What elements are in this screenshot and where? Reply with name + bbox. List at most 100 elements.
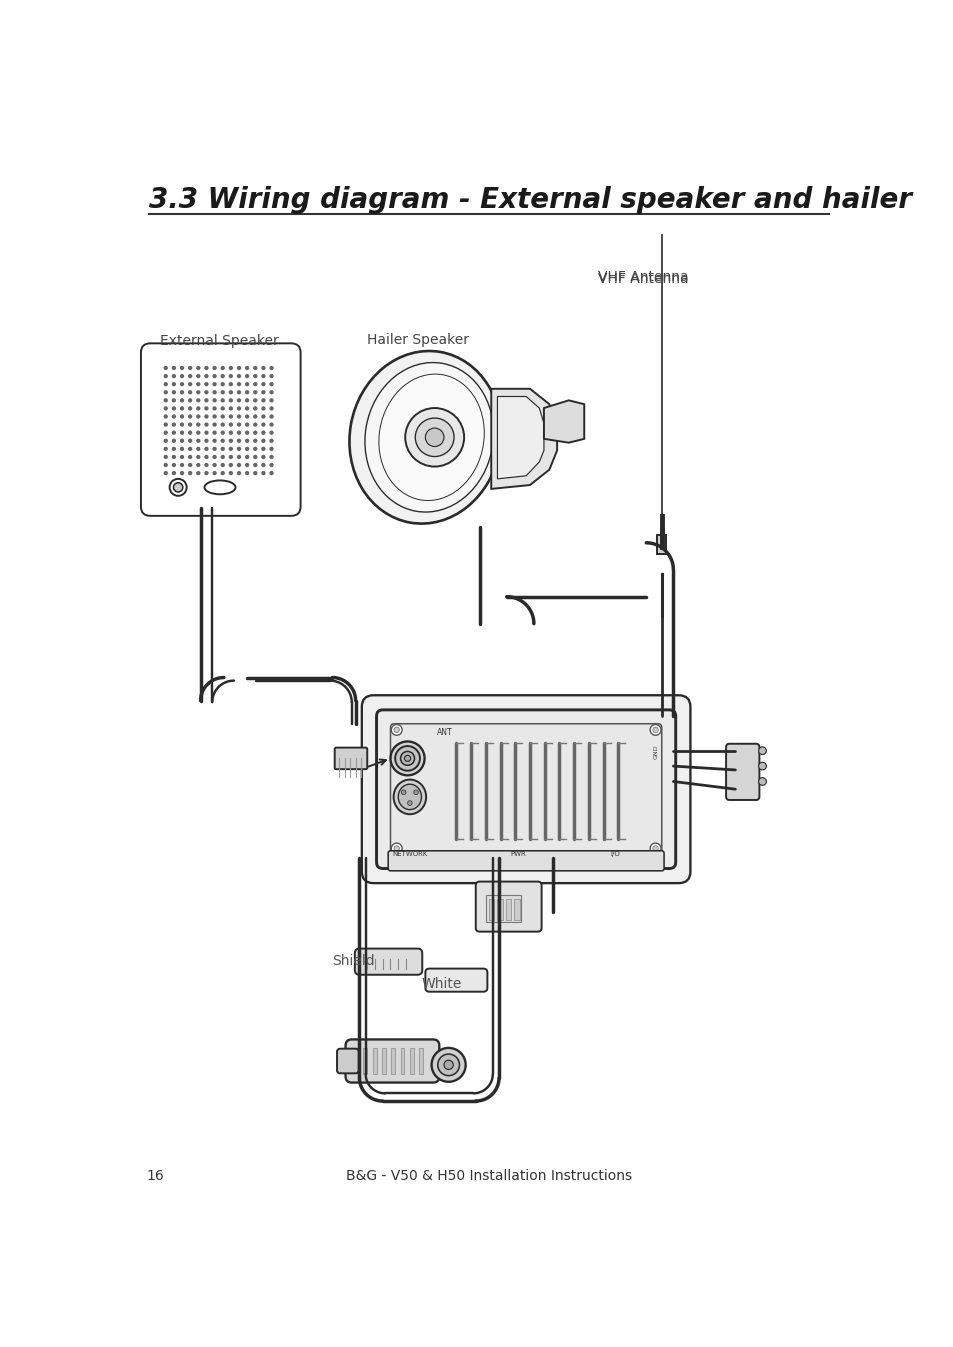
Circle shape (196, 471, 200, 475)
Circle shape (196, 431, 200, 435)
Circle shape (188, 383, 193, 387)
Circle shape (245, 455, 249, 459)
Circle shape (401, 789, 406, 795)
Circle shape (245, 374, 249, 379)
Circle shape (245, 423, 249, 427)
FancyBboxPatch shape (361, 695, 690, 884)
Circle shape (204, 463, 209, 467)
Circle shape (431, 1048, 465, 1082)
Text: B&G - V50 & H50 Installation Instructions: B&G - V50 & H50 Installation Instruction… (346, 1169, 631, 1183)
Text: 3.3 Wiring diagram - External speaker and hailer: 3.3 Wiring diagram - External speaker an… (149, 186, 911, 214)
Circle shape (269, 415, 274, 419)
Circle shape (649, 725, 660, 735)
Circle shape (253, 383, 257, 387)
Bar (488, 898, 494, 920)
Text: White: White (421, 977, 461, 991)
Circle shape (188, 366, 193, 370)
Circle shape (196, 407, 200, 411)
Circle shape (229, 383, 233, 387)
FancyBboxPatch shape (376, 710, 675, 869)
Circle shape (180, 455, 184, 459)
Circle shape (758, 777, 765, 785)
Circle shape (196, 423, 200, 427)
Circle shape (220, 391, 225, 395)
Circle shape (245, 399, 249, 403)
Circle shape (188, 407, 193, 411)
Circle shape (172, 391, 176, 395)
Circle shape (204, 447, 209, 451)
Polygon shape (543, 400, 583, 443)
Circle shape (394, 846, 399, 851)
Circle shape (261, 423, 265, 427)
Circle shape (269, 383, 274, 387)
Circle shape (196, 439, 200, 443)
Circle shape (229, 447, 233, 451)
Bar (657, 535, 666, 555)
Circle shape (245, 407, 249, 411)
Circle shape (269, 407, 274, 411)
Circle shape (236, 391, 241, 395)
Circle shape (213, 407, 216, 411)
Bar (373, 1048, 376, 1074)
Polygon shape (491, 389, 557, 489)
Circle shape (163, 415, 168, 419)
Circle shape (163, 366, 168, 370)
Circle shape (236, 431, 241, 435)
Circle shape (649, 843, 660, 854)
Circle shape (204, 439, 209, 443)
Circle shape (180, 463, 184, 467)
Circle shape (253, 407, 257, 411)
Circle shape (172, 383, 176, 387)
Circle shape (236, 423, 241, 427)
Circle shape (253, 447, 257, 451)
Circle shape (163, 407, 168, 411)
Circle shape (196, 366, 200, 370)
Circle shape (196, 374, 200, 379)
Circle shape (204, 471, 209, 475)
Circle shape (261, 391, 265, 395)
Circle shape (180, 447, 184, 451)
Circle shape (163, 383, 168, 387)
Bar (381, 1048, 385, 1074)
Circle shape (652, 846, 658, 851)
Circle shape (437, 1055, 459, 1076)
Circle shape (188, 471, 193, 475)
Circle shape (229, 463, 233, 467)
Circle shape (220, 439, 225, 443)
FancyBboxPatch shape (141, 343, 300, 516)
Circle shape (213, 471, 216, 475)
Circle shape (220, 383, 225, 387)
Circle shape (188, 455, 193, 459)
Circle shape (196, 391, 200, 395)
Circle shape (204, 407, 209, 411)
Circle shape (213, 374, 216, 379)
Circle shape (213, 447, 216, 451)
FancyBboxPatch shape (390, 723, 661, 854)
Circle shape (213, 399, 216, 403)
Circle shape (163, 463, 168, 467)
Circle shape (188, 463, 193, 467)
Circle shape (229, 407, 233, 411)
Circle shape (269, 439, 274, 443)
Circle shape (269, 423, 274, 427)
Circle shape (213, 431, 216, 435)
Ellipse shape (365, 362, 493, 512)
Circle shape (261, 366, 265, 370)
Circle shape (196, 447, 200, 451)
Circle shape (180, 407, 184, 411)
Circle shape (229, 431, 233, 435)
Circle shape (229, 471, 233, 475)
Ellipse shape (378, 374, 484, 501)
Circle shape (269, 471, 274, 475)
Circle shape (170, 480, 187, 496)
Circle shape (229, 374, 233, 379)
Circle shape (253, 471, 257, 475)
Circle shape (269, 391, 274, 395)
Circle shape (394, 727, 399, 733)
FancyBboxPatch shape (388, 851, 663, 870)
Circle shape (172, 447, 176, 451)
Circle shape (269, 399, 274, 403)
Text: Shield: Shield (332, 954, 375, 968)
Circle shape (236, 439, 241, 443)
Circle shape (269, 366, 274, 370)
